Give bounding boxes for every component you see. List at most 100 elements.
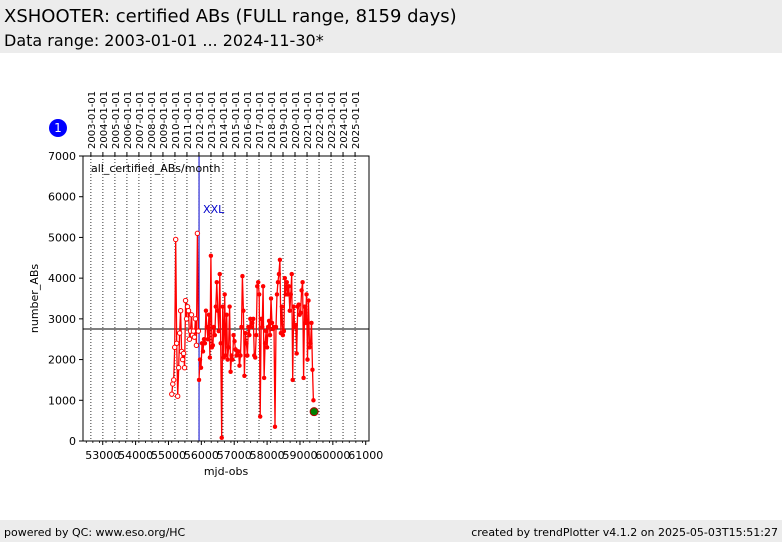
data-point: [309, 320, 314, 326]
data-point: [265, 324, 271, 330]
data-point: [236, 349, 241, 354]
data-point: [260, 284, 266, 289]
data-point: [171, 377, 177, 383]
data-point: [277, 257, 283, 263]
data-point: [311, 398, 316, 403]
data-point: [249, 324, 254, 330]
plot-frame: [82, 155, 370, 442]
data-point: [269, 320, 275, 326]
data-point: [210, 343, 216, 348]
top-date-label: 2011-01-01: [183, 91, 194, 149]
data-point: [191, 334, 198, 340]
data-point: [202, 341, 208, 346]
data-point: [193, 342, 200, 349]
data-point: [251, 316, 256, 322]
x-tick-label: 54000: [118, 449, 153, 462]
data-point: [300, 279, 305, 285]
data-point: [232, 339, 237, 344]
created-by-text: created by trendPlotter v4.1.2 on 2025-0…: [471, 526, 778, 539]
top-date-label: 2020-01-01: [291, 91, 302, 149]
top-date-label: 2004-01-01: [99, 91, 110, 149]
top-date-label: 2012-01-01: [195, 91, 206, 149]
top-date-label: 2006-01-01: [123, 91, 134, 149]
data-point: [173, 340, 180, 346]
data-point: [190, 328, 197, 334]
data-point: [200, 349, 206, 354]
info-badge-circle[interactable]: [49, 119, 67, 137]
top-date-label: 2007-01-01: [135, 91, 146, 149]
data-point: [279, 304, 285, 309]
data-point: [220, 304, 225, 309]
data-point: [173, 236, 179, 243]
data-point: [241, 308, 246, 313]
data-point: [263, 328, 269, 334]
data-point: [228, 369, 233, 375]
data-point: [286, 284, 292, 289]
data-point: [305, 357, 310, 362]
data-point: [229, 353, 234, 358]
data-point: [198, 365, 204, 370]
y-axis-ticks: 0 1000 2000 3000 4000 5000 6000 7000: [48, 150, 83, 448]
data-point: [273, 324, 279, 330]
data-point: [215, 308, 221, 313]
x-tick-label: 60000: [315, 449, 350, 462]
data-point: [203, 308, 209, 313]
data-point: [177, 308, 184, 314]
data-point: [227, 304, 232, 309]
data-point: [194, 230, 201, 237]
data-point: [288, 292, 294, 297]
data-point: [179, 356, 186, 363]
data-point: [197, 357, 203, 362]
top-date-label: 2016-01-01: [243, 91, 254, 149]
data-point: [205, 336, 211, 342]
data-range-subtitle: Data range: 2003-01-01 ... 2024-11-30*: [4, 31, 324, 50]
data-point: [303, 320, 308, 326]
top-date-label: 2010-01-01: [171, 91, 182, 149]
data-point: [259, 324, 265, 330]
data-point: [223, 353, 228, 358]
data-point: [302, 304, 307, 309]
data-point: [192, 316, 199, 322]
data-point: [256, 292, 262, 297]
x-axis-ticks: 5300054000550005600057000580005900060000…: [85, 441, 383, 462]
data-point: [185, 308, 192, 314]
data-point: [275, 279, 281, 285]
data-point: [255, 279, 261, 285]
data-point: [208, 253, 214, 258]
top-date-label: 2023-01-01: [327, 91, 338, 149]
data-point: [182, 297, 189, 304]
report-header: XSHOOTER: certified ABs (FULL range, 815…: [0, 0, 782, 53]
y-tick-label: 6000: [48, 191, 76, 204]
data-point: [224, 312, 229, 318]
data-point: [174, 393, 181, 399]
data-point: [296, 302, 301, 307]
series-line: [171, 233, 200, 397]
info-badge-label[interactable]: 1: [54, 121, 62, 135]
data-point: [309, 407, 319, 417]
y-tick-label: 1000: [48, 394, 76, 407]
data-point: [201, 336, 207, 342]
data-point: [211, 324, 217, 330]
top-date-axis: 2003-01-01 2004-01-01 2005-01-01 2006-01-01…: [87, 91, 362, 156]
data-point: [218, 341, 223, 346]
data-point: [238, 353, 243, 358]
top-date-label: 2015-01-01: [231, 91, 242, 149]
data-point: [188, 312, 195, 318]
data-point: [291, 304, 296, 309]
data-point: [240, 273, 245, 279]
y-tick-label: 3000: [48, 313, 76, 326]
data-point: [222, 292, 227, 297]
data-point: [225, 357, 230, 362]
data-point: [175, 365, 182, 371]
top-date-label: 2009-01-01: [159, 91, 170, 149]
top-date-label: 2005-01-01: [111, 91, 122, 149]
data-point: [207, 355, 213, 360]
info-badge[interactable]: 1: [49, 119, 67, 137]
data-point: [284, 279, 290, 285]
data-point: [216, 328, 222, 334]
trend-chart: 0 1000 2000 3000 4000 5000 6000 7000 5300054000…: [28, 91, 383, 478]
data-point: [282, 275, 288, 281]
top-date-label: 2017-01-01: [255, 91, 266, 149]
data-point: [253, 355, 258, 360]
data-point: [204, 324, 210, 330]
